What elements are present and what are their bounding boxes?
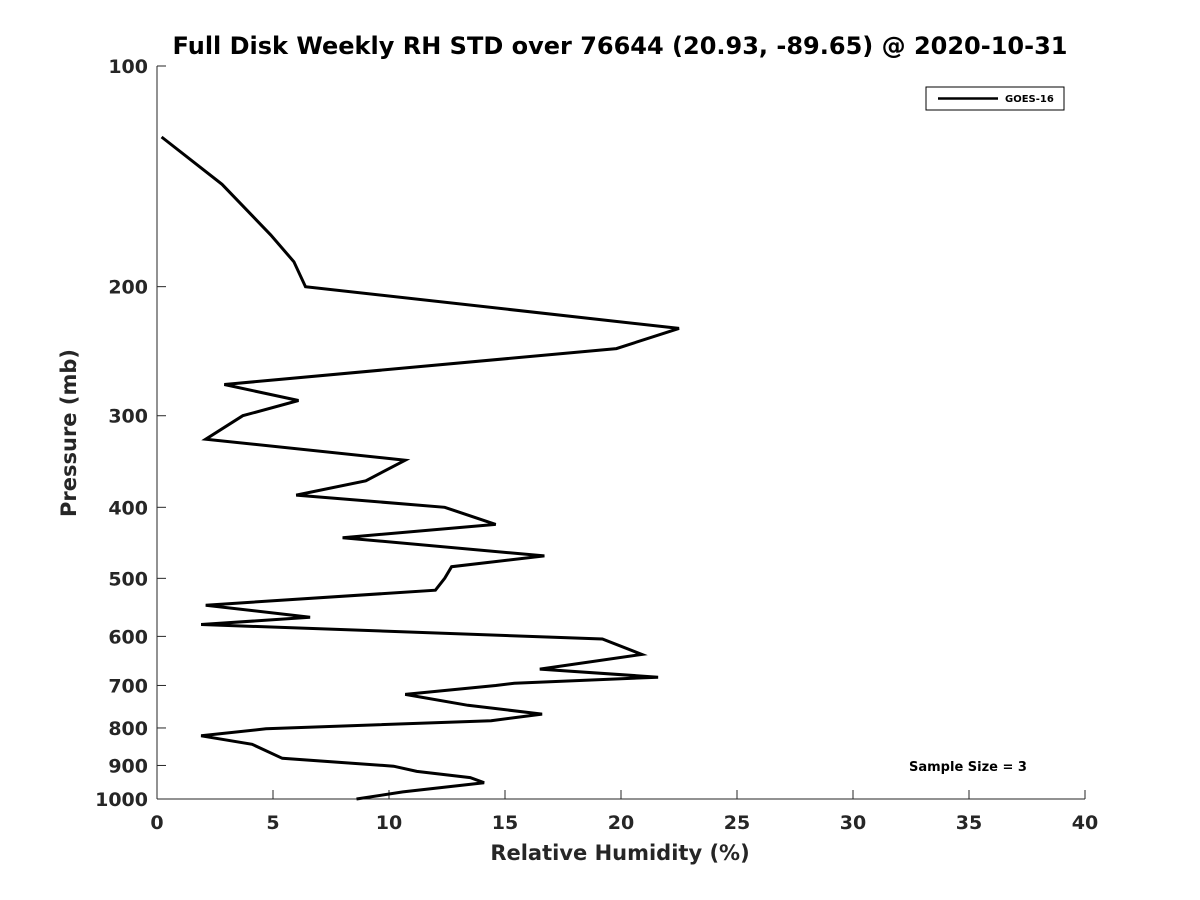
sample-size-annotation: Sample Size = 3 bbox=[909, 760, 1027, 775]
y-tick-label: 800 bbox=[108, 718, 148, 740]
series-line-goes-16 bbox=[160, 135, 680, 801]
x-tick-label: 15 bbox=[492, 812, 518, 834]
x-tick-label: 25 bbox=[724, 812, 750, 834]
y-tick-label: 900 bbox=[108, 755, 148, 777]
y-tick-label: 400 bbox=[108, 497, 148, 519]
x-tick-label: 35 bbox=[956, 812, 982, 834]
chart-title: Full Disk Weekly RH STD over 76644 (20.9… bbox=[173, 32, 1068, 60]
x-tick-label: 40 bbox=[1072, 812, 1098, 834]
plot-area: 0 5 10 15 20 25 30 35 40 100 200 300 400 500 600 700 800… bbox=[95, 56, 1098, 834]
y-tick-label: 100 bbox=[108, 56, 148, 78]
y-tick-label: 600 bbox=[108, 626, 148, 648]
x-axis-label: Relative Humidity (%) bbox=[490, 841, 749, 865]
x-tick-label: 0 bbox=[150, 812, 163, 834]
y-tick-label: 200 bbox=[108, 277, 148, 299]
x-tick-label: 5 bbox=[266, 812, 279, 834]
x-tick-label: 30 bbox=[840, 812, 866, 834]
y-axis-label: Pressure (mb) bbox=[57, 349, 81, 517]
legend-label-goes-16: GOES-16 bbox=[1005, 94, 1054, 105]
y-tick-label: 500 bbox=[108, 568, 148, 590]
x-tick-label: 20 bbox=[608, 812, 634, 834]
x-tick-label: 10 bbox=[376, 812, 402, 834]
y-tick-label: 300 bbox=[108, 406, 148, 428]
y-tick-label: 1000 bbox=[95, 789, 148, 811]
y-tick-label: 700 bbox=[108, 675, 148, 697]
legend: GOES-16 bbox=[925, 86, 1065, 111]
